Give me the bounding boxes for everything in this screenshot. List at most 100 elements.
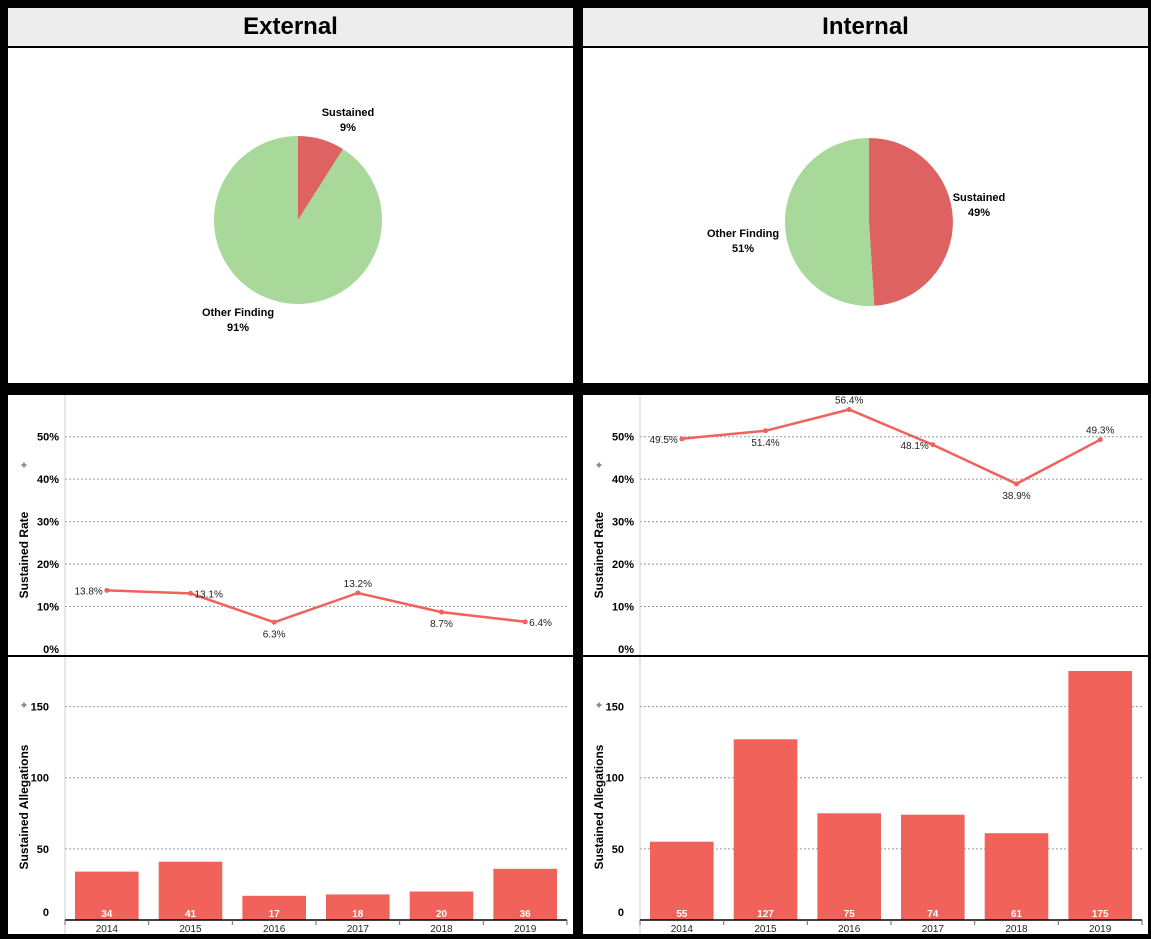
rate-point[interactable] [104,587,110,593]
bar-value-label: 17 [269,909,281,920]
allegation-bar[interactable] [75,871,139,920]
y-axis-label: Sustained Allegations [17,744,31,869]
x-tick-label: 2018 [1005,924,1028,934]
allegation-bar[interactable] [409,891,474,921]
rate-series-line[interactable] [681,408,1101,486]
y-axis-label: Sustained Rate [17,511,31,598]
rate-data-label: 49.5% [649,435,677,446]
bar-value-label: 41 [185,909,197,920]
external-header: External [8,8,573,46]
rate-data-label: 51.4% [751,438,779,449]
allegation-bar[interactable] [901,814,965,920]
y-tick-label: 100 [31,773,49,785]
allegation-bar[interactable] [158,861,223,920]
rate-point[interactable] [679,436,685,442]
rate-point[interactable] [846,407,852,413]
x-tick-label: 2018 [430,924,453,934]
pie-slice-label: Sustained [953,192,1006,204]
x-tick-label: 2015 [754,924,777,934]
rate-point[interactable] [1097,437,1103,443]
pie-slice-other-finding[interactable] [213,136,382,304]
pie-slice-percent: 51% [732,243,754,255]
allegation-bar[interactable] [1068,671,1132,920]
allegation-bar[interactable] [984,833,1049,920]
rate-data-label: 13.1% [195,589,223,600]
x-tick-label: 2019 [1089,924,1112,934]
x-tick-label: 2017 [347,924,370,934]
allegation-bar[interactable] [493,868,557,920]
allegation-bar[interactable] [733,739,798,920]
internal-pie-panel: Sustained 49% Other Finding 51% [583,48,1148,383]
y-tick-label: 150 [606,702,624,714]
rate-point[interactable] [1014,481,1019,487]
internal-pie-chart: Sustained 49% Other Finding 51% [707,137,1006,306]
pie-slice-sustained[interactable] [298,136,344,220]
pin-icon[interactable]: ✦ [594,700,606,709]
bar-value-label: 61 [1011,909,1023,920]
bar-value-label: 55 [676,909,688,920]
internal-allegations-panel: Sustained Allegations ✦ 0 50 100 150 55 127 75 74… [583,657,1148,934]
bar-value-label: 18 [352,909,364,920]
rate-point[interactable] [355,590,361,596]
y-tick-label: 30% [37,517,59,529]
y-tick-label: 0% [43,644,59,655]
bar-value-label: 36 [520,909,532,920]
rate-data-label: 8.7% [430,619,453,630]
x-tick-label: 2014 [671,924,694,934]
allegation-bar[interactable] [650,841,714,920]
rate-point[interactable] [271,619,277,625]
y-tick-label: 100 [606,773,624,785]
rate-data-label: 49.3% [1086,426,1114,437]
external-allegations-chart: Sustained Allegations ✦ 0 50 100 150 34 41 17 18 2… [17,657,568,934]
y-tick-label: 40% [37,474,59,486]
rate-data-label: 6.4% [529,618,552,629]
rate-data-label: 13.8% [74,586,102,597]
rate-point[interactable] [439,609,444,615]
y-tick-label: 40% [612,474,634,486]
y-tick-label: 20% [37,559,59,571]
y-tick-label: 0 [43,907,49,919]
y-axis-label: Sustained Allegations [592,744,606,869]
pin-icon[interactable]: ✦ [19,460,31,469]
rate-series-line[interactable] [106,589,526,624]
pie-slice-label: Other Finding [202,307,274,319]
x-tick-label: 2014 [96,924,119,934]
pin-icon[interactable]: ✦ [594,460,606,469]
y-axis-label: Sustained Rate [592,511,606,598]
pie-slice-sustained[interactable] [869,138,953,306]
rate-data-label: 48.1% [900,441,928,452]
y-tick-label: 50 [37,844,49,856]
y-tick-label: 10% [612,602,634,614]
rate-data-label: 6.3% [263,629,286,640]
x-tick-label: 2016 [263,924,286,934]
y-tick-label: 0% [618,644,634,655]
pie-slice-label: Other Finding [707,228,779,240]
rate-point[interactable] [522,619,528,625]
rate-point[interactable] [763,428,768,434]
y-tick-label: 20% [612,559,634,571]
rate-point[interactable] [930,442,936,448]
rate-data-label: 56.4% [835,396,863,407]
x-tick-label: 2019 [514,924,537,934]
pie-slice-other-finding[interactable] [784,137,875,306]
y-tick-label: 150 [31,702,49,714]
bar-value-label: 127 [757,909,774,920]
internal-column: Internal Sustained 49% Other Finding 51% Su… [581,5,1150,934]
bar-value-label: 175 [1092,909,1109,920]
allegation-bar[interactable] [326,894,390,920]
rate-point[interactable] [188,590,193,596]
y-tick-label: 50% [612,432,634,444]
bar-value-label: 20 [436,909,448,920]
bar-value-label: 75 [844,909,856,920]
internal-rate-chart: Sustained Rate ✦ 0% 10% 20% 30% 40% 50% 49.5% 51.… [592,395,1142,655]
pin-icon[interactable]: ✦ [19,700,31,709]
bar-value-label: 34 [101,909,113,920]
external-column: External Sustained 9% Other Finding 91% Sus… [6,5,575,934]
x-tick-label: 2017 [922,924,945,934]
allegation-bar[interactable] [817,813,881,920]
allegation-bar[interactable] [242,895,306,920]
external-rate-chart: Sustained Rate ✦ 0% 10% 20% 30% 40% 50% 13.8% 13.… [17,395,567,655]
external-rate-panel: Sustained Rate ✦ 0% 10% 20% 30% 40% 50% 13.8% 13.… [8,395,573,655]
pie-slice-percent: 9% [340,122,356,134]
y-tick-label: 10% [37,602,59,614]
